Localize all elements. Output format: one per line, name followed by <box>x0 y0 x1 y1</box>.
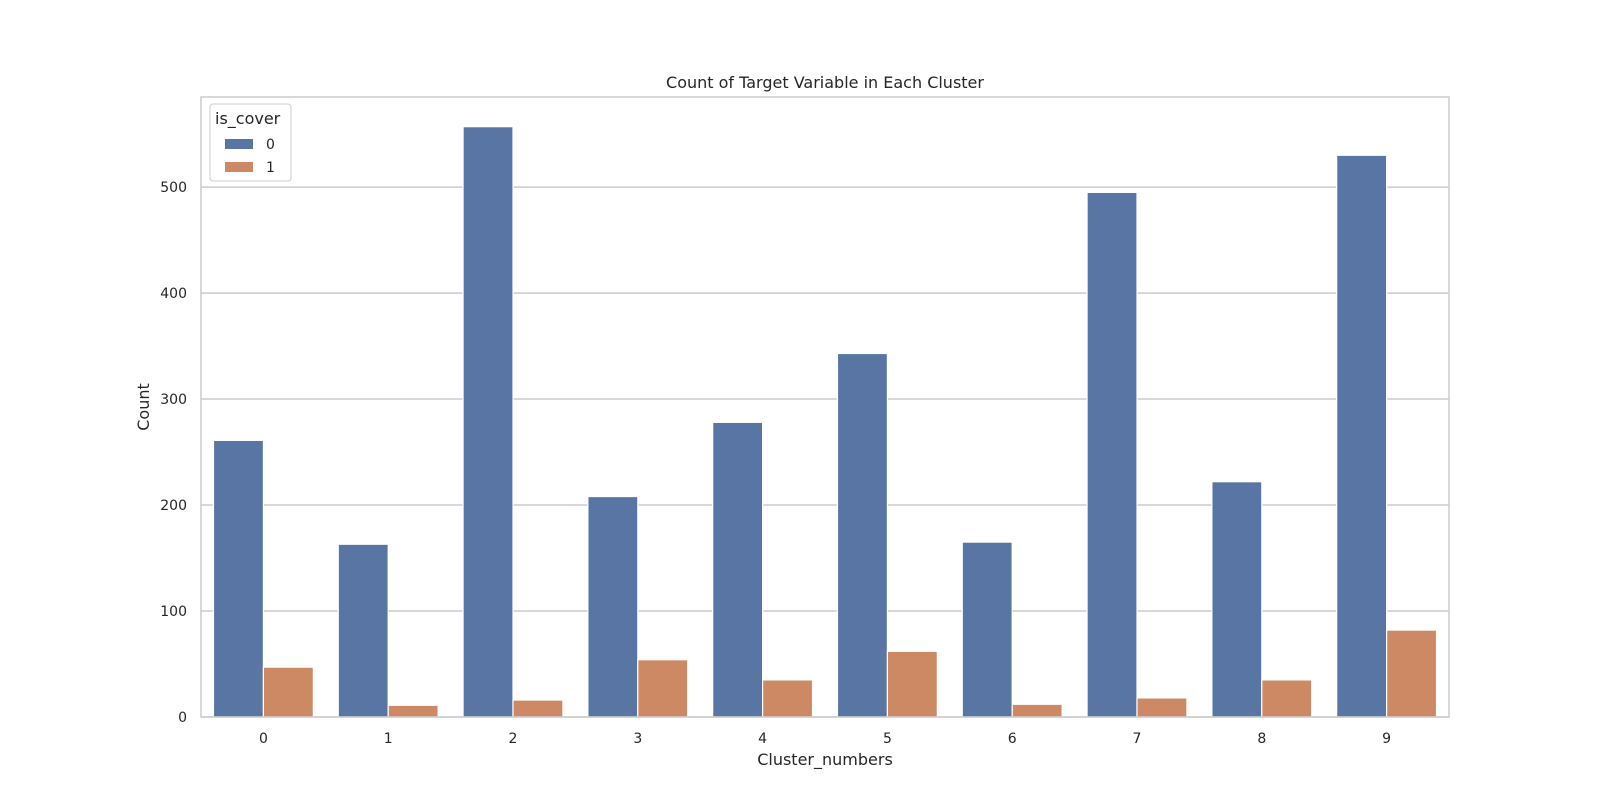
bar-series-1-cluster-5 <box>886 650 938 718</box>
y-tick-label: 200 <box>160 498 187 514</box>
legend-label-1: 1 <box>266 160 275 176</box>
y-tick-label: 500 <box>160 180 187 196</box>
bar-series-1-cluster-1 <box>387 704 439 718</box>
bar-series-0-cluster-4 <box>712 421 764 718</box>
x-tick-label: 6 <box>1008 731 1017 747</box>
bar-series-0-cluster-2 <box>462 126 514 718</box>
bar-series-1-cluster-2 <box>512 699 564 718</box>
x-axis-label: Cluster_numbers <box>757 750 893 770</box>
x-tick-labels: 0 1 2 3 4 5 6 7 8 9 <box>259 731 1391 747</box>
bar-series-1-cluster-9 <box>1385 629 1438 718</box>
bars <box>212 126 1438 718</box>
x-tick-label: 4 <box>758 731 767 747</box>
bar-series-0-cluster-6 <box>961 541 1013 718</box>
bar-series-1-cluster-3 <box>637 659 689 718</box>
x-tick-label: 7 <box>1133 731 1142 747</box>
legend-title: is_cover <box>215 109 281 129</box>
bar-series-0-cluster-8 <box>1211 481 1263 718</box>
legend-swatch-1 <box>225 162 253 172</box>
x-tick-label: 8 <box>1257 731 1266 747</box>
y-tick-label: 100 <box>160 604 187 620</box>
x-tick-label: 0 <box>259 731 268 747</box>
legend: is_cover 0 1 <box>209 103 292 182</box>
x-tick-label: 2 <box>509 731 518 747</box>
bar-series-1-cluster-8 <box>1261 679 1313 718</box>
bar-series-0-cluster-7 <box>1086 191 1138 718</box>
legend-label-0: 0 <box>266 137 275 153</box>
x-tick-label: 5 <box>883 731 892 747</box>
bar-series-1-cluster-0 <box>262 666 314 718</box>
x-tick-label: 1 <box>384 731 393 747</box>
y-tick-label: 400 <box>160 286 187 302</box>
legend-swatch-0 <box>225 139 253 149</box>
y-tick-labels: 0 100 200 300 400 500 <box>160 180 187 726</box>
chart-title: Count of Target Variable in Each Cluster <box>666 73 984 92</box>
bar-series-0-cluster-3 <box>587 495 639 718</box>
bar-series-0-cluster-5 <box>836 352 888 718</box>
x-tick-label: 9 <box>1382 731 1391 747</box>
bar-series-0-cluster-1 <box>337 543 389 718</box>
y-axis-label: Count <box>134 383 153 431</box>
bar-series-0-cluster-0 <box>212 439 264 718</box>
plot-frame <box>200 96 1450 718</box>
bar-series-1-cluster-4 <box>761 679 814 718</box>
y-tick-label: 0 <box>178 710 187 726</box>
bar-series-1-cluster-6 <box>1011 703 1063 718</box>
bar-series-0-cluster-9 <box>1336 154 1388 718</box>
y-tick-label: 300 <box>160 392 187 408</box>
bar-series-1-cluster-7 <box>1136 697 1188 718</box>
x-tick-label: 3 <box>633 731 642 747</box>
